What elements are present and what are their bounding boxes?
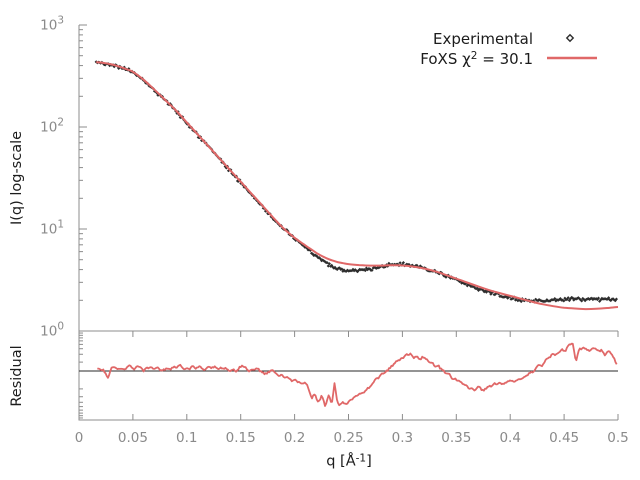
main-panel-border bbox=[78, 25, 618, 332]
x-axis-title-suffix: ] bbox=[366, 453, 372, 470]
legend-entry-foxs: FoXS χ2 = 30.1 bbox=[420, 50, 533, 68]
y-axis-title-main: I(q) log-scale bbox=[9, 130, 25, 226]
x-axis-title-exponent: -1 bbox=[355, 452, 367, 465]
y-tick-label: 103 bbox=[40, 15, 64, 34]
x-tick-label: 0.15 bbox=[226, 430, 256, 446]
residual-curve bbox=[97, 342, 618, 407]
x-tick-label: 0.1 bbox=[176, 430, 197, 446]
x-tick-label: 0 bbox=[75, 430, 84, 446]
x-axis-title: q [Å-1] bbox=[326, 453, 372, 470]
legend-label-foxs-suffix: = 30.1 bbox=[477, 50, 533, 68]
x-tick-label: 0.05 bbox=[118, 430, 148, 446]
x-tick-label: 0.45 bbox=[549, 430, 579, 446]
foxs-fit-line bbox=[96, 61, 619, 311]
x-axis-title-prefix: q [Å bbox=[326, 453, 356, 470]
x-tick-label: 0.35 bbox=[441, 430, 471, 446]
legend-diamond-marker bbox=[565, 33, 575, 43]
experimental-points bbox=[94, 60, 619, 304]
legend-label-experimental: Experimental bbox=[432, 30, 533, 48]
y-tick-label: 102 bbox=[40, 117, 64, 136]
residual-panel-border bbox=[78, 331, 618, 421]
y-tick-label: 100 bbox=[40, 321, 64, 340]
legend-label-foxs-prefix: FoXS χ bbox=[420, 50, 471, 68]
legend-label-foxs-exponent: 2 bbox=[470, 50, 478, 62]
x-tick-label: 0.5 bbox=[607, 430, 628, 446]
x-tick-label: 0.3 bbox=[392, 430, 413, 446]
y-axis-title-residual: Residual bbox=[9, 345, 25, 407]
legend-entry-experimental: Experimental bbox=[433, 30, 533, 48]
x-tick-label: 0.4 bbox=[499, 430, 520, 446]
y-tick-label: 101 bbox=[40, 219, 64, 238]
x-tick-label: 0.2 bbox=[284, 430, 305, 446]
x-tick-label: 0.25 bbox=[333, 430, 363, 446]
